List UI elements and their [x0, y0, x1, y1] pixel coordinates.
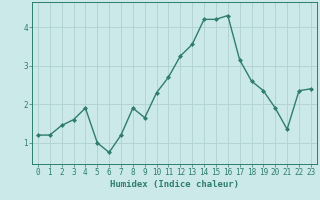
X-axis label: Humidex (Indice chaleur): Humidex (Indice chaleur)	[110, 180, 239, 189]
